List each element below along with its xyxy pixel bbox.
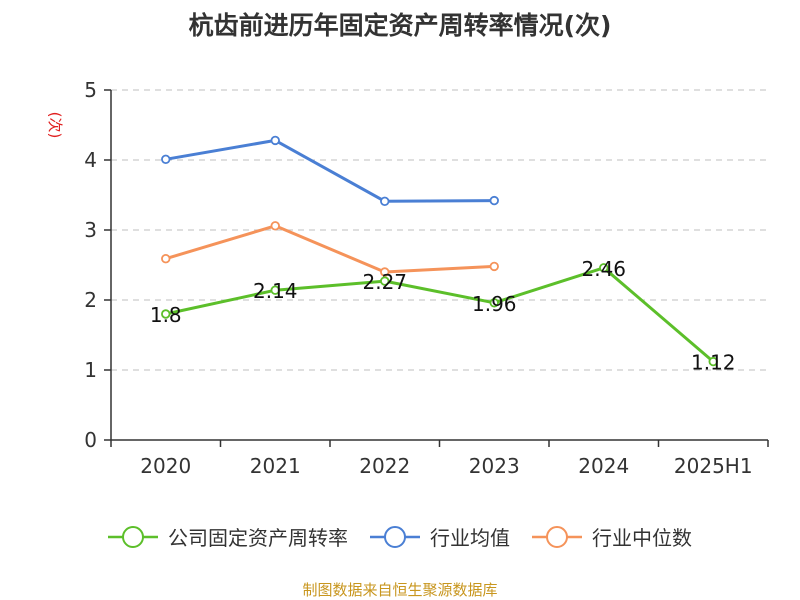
axes: 0 1 2 3 4 5 2020 2021 2022 2023 2024 2025H1 [84,78,769,478]
x-tick-label: 2020 [140,454,191,478]
y-tick-label: 2 [84,288,97,312]
y-tick-label: 0 [84,428,97,452]
legend-marker-icon [546,526,568,548]
y-tick-label: 5 [84,78,97,102]
series-line [165,266,715,363]
legend-marker-icon [122,526,144,548]
data-label: 1.8 [150,303,182,327]
data-label: 2.46 [581,257,626,281]
data-label: 2.14 [253,279,298,303]
legend-item: 行业均值 [370,526,510,550]
data-point [380,267,390,277]
data-label: 2.27 [362,270,407,294]
legend-label: 公司固定资产周转率 [168,526,348,550]
y-tick-label: 4 [84,148,97,172]
data-point [270,285,280,295]
data-labels: 1.8 2.14 2.27 1.96 2.46 1.12 [150,257,736,375]
legend-item: 行业中位数 [532,526,692,550]
data-point [489,195,499,206]
legend-label: 行业中位数 [592,526,692,550]
data-point [161,154,171,164]
x-tick-label: 2024 [578,454,629,478]
data-point [380,196,390,206]
series-line [165,138,495,203]
grid-lines [111,89,768,371]
legend-marker-icon [384,526,406,548]
data-point [489,298,499,308]
y-axis-label: (次) [46,112,64,139]
legend-label: 行业均值 [430,526,510,550]
x-tick-label: 2023 [469,454,520,478]
data-point [489,261,499,272]
data-label: 1.12 [691,351,736,375]
legend: 公司固定资产周转率 行业均值 行业中位数 [108,526,692,550]
y-tick-label: 1 [84,358,97,382]
data-point [708,356,718,367]
series-line [165,224,495,274]
data-point [380,276,390,286]
x-tick-label: 2021 [250,454,301,478]
y-tick-label: 3 [84,218,97,242]
x-tick-label: 2025H1 [674,454,753,478]
data-point [161,254,171,264]
data-point [161,309,171,319]
chart-title: 杭齿前进历年固定资产周转率情况(次) [189,11,612,40]
legend-item: 公司固定资产周转率 [108,526,348,550]
x-tick-label: 2022 [359,454,410,478]
series-group [161,135,718,367]
data-point [270,135,280,146]
data-point [599,263,609,273]
source-note: 制图数据来自恒生聚源数据库 [302,581,497,599]
data-point [270,221,280,231]
data-label: 1.96 [472,292,517,316]
